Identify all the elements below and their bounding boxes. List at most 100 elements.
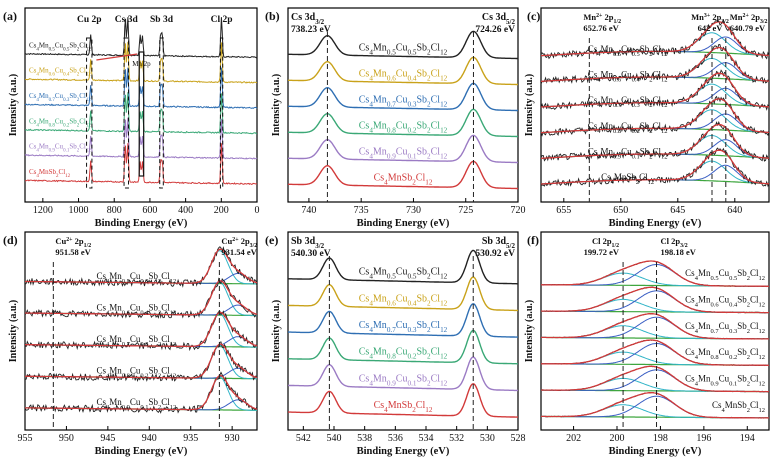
x-tick-label: 720 — [511, 205, 526, 216]
raw-data-line — [24, 341, 258, 382]
label-part: Cl — [661, 236, 670, 246]
formula-part: Cs — [29, 92, 37, 100]
x-tick-label: 1000 — [69, 205, 89, 216]
formula-subscript: 12 — [170, 277, 177, 284]
formula-part: Mn — [373, 42, 387, 53]
formula-subscript: 0.5 — [140, 277, 148, 284]
formula-subscript: 4 — [36, 174, 39, 179]
formula-subscript: 2 — [649, 102, 652, 109]
series-line — [288, 56, 518, 86]
formula-part: MnSb — [725, 400, 748, 410]
formula-subscript: 0.5 — [407, 273, 416, 281]
formula-part: Sb — [69, 67, 77, 75]
formula-part: Cs — [96, 397, 106, 407]
formula-part: Cl — [416, 400, 426, 411]
formula-part: Mn — [373, 267, 387, 278]
series-label: Cs4Mn0.6Cu0.4Sb2Cl12 — [96, 302, 176, 316]
region-label: Cs 3d — [115, 15, 139, 25]
formula-part: Cl — [750, 374, 759, 384]
peak-annotation: Cs 3d5/2 — [482, 12, 516, 26]
formula-part: Sb — [148, 397, 158, 407]
formula-subscript: 0.5 — [49, 47, 56, 52]
formula-subscript: 12 — [759, 406, 766, 413]
formula-subscript: 12 — [661, 153, 668, 160]
formula-part: Cs — [588, 44, 598, 54]
formula-subscript: 0.8 — [122, 372, 130, 379]
formula-part: Cu — [396, 120, 408, 131]
series-line — [288, 303, 518, 338]
formula-subscript: 12 — [425, 178, 433, 186]
x-tick-label: 955 — [18, 433, 33, 444]
formula-subscript: 0.3 — [140, 341, 148, 348]
formula-subscript: 4 — [384, 406, 388, 414]
peak-annotation: Cu2+ 2p1/2 — [55, 236, 91, 249]
formula-subscript: 4 — [106, 372, 110, 379]
formula-part: Cs — [96, 366, 106, 376]
formula-subscript: 2 — [56, 174, 59, 179]
region-label: Cl 2p — [211, 15, 233, 25]
panel-b: 740 735 730 725 720 Binding Energy (eV) Intens… — [265, 7, 526, 229]
formula-part: Cl — [653, 95, 662, 105]
formula-part: Sb — [69, 92, 77, 100]
peak-annotation: Sb 3d5/2 — [482, 236, 516, 250]
formula-subscript: 4 — [36, 98, 39, 103]
series-label: Cs4Mn0.8Cu0.2Sb2Cl12 — [588, 121, 668, 135]
formula-subscript: 12 — [440, 326, 448, 334]
label-part: 3d — [495, 12, 506, 23]
formula-part: Cu — [621, 147, 632, 157]
panel-label: (a) — [3, 9, 17, 23]
formula-part: Cl — [79, 67, 86, 75]
formula-subscript: 0.6 — [613, 76, 622, 83]
formula-part: Mn — [373, 94, 387, 105]
formula-subscript: 2 — [747, 406, 750, 413]
x-tick-label: 945 — [100, 433, 115, 444]
label-part: Mn — [583, 12, 596, 22]
formula-part: Sb — [416, 42, 427, 53]
formula-part: Sb — [737, 268, 747, 278]
fit-line — [541, 286, 769, 314]
raw-data-line — [540, 95, 770, 137]
formula-part: Cl — [653, 147, 662, 157]
formula-subscript: 0.3 — [632, 102, 640, 109]
formula-part: Cu — [55, 67, 64, 75]
formula-subscript: 0.4 — [632, 76, 641, 83]
formula-part: Mn — [373, 68, 387, 79]
formula-subscript: 0.8 — [49, 123, 56, 128]
inset-arrow — [96, 53, 138, 61]
y-axis-label: Intensity (a.u.) — [8, 300, 19, 363]
formula-subscript: 12 — [661, 50, 668, 57]
region-box — [159, 37, 164, 189]
formula-part: Cs — [96, 271, 106, 281]
x-tick-label: 655 — [556, 205, 571, 216]
formula-subscript: 0.5 — [122, 277, 130, 284]
formula-part: Cs — [29, 117, 37, 125]
formula-part: Mn — [698, 295, 711, 305]
formula-part: Cl — [431, 120, 441, 131]
label-superscript: 2+ — [66, 237, 73, 243]
formula-part: Cl — [431, 293, 441, 304]
formula-part: Cl — [161, 334, 170, 344]
formula-subscript: 12 — [170, 404, 177, 411]
formula-subscript: 0.7 — [710, 327, 719, 334]
formula-subscript: 0.5 — [613, 50, 621, 57]
peak-annotation: Mn2+ 2p1/2 — [583, 12, 621, 25]
formula-part: Cu — [130, 302, 141, 312]
formula-subscript: 4 — [369, 152, 373, 160]
formula-part: Mn — [600, 95, 613, 105]
formula-subscript: 12 — [759, 380, 766, 387]
formula-subscript: 4 — [369, 326, 373, 334]
formula-part: Sb — [148, 366, 158, 376]
formula-subscript: 2 — [747, 301, 750, 308]
inset-box — [138, 51, 145, 177]
formula-subscript: 0.5 — [632, 50, 640, 57]
formula-subscript: 12 — [86, 148, 92, 153]
series-label: Cs4MnSb2Cl12 — [712, 400, 765, 414]
series-label: Cs4Mn0.7Cu0.3Sb2Cl12 — [359, 320, 448, 334]
formula-part: Mn — [109, 366, 122, 376]
formula-subscript: 2 — [158, 341, 161, 348]
formula-subscript: 0.6 — [49, 72, 56, 77]
fit-line — [540, 46, 770, 83]
formula-subscript: 2 — [427, 100, 431, 108]
x-tick-label: 640 — [727, 205, 742, 216]
formula-part: Sb — [416, 320, 427, 331]
